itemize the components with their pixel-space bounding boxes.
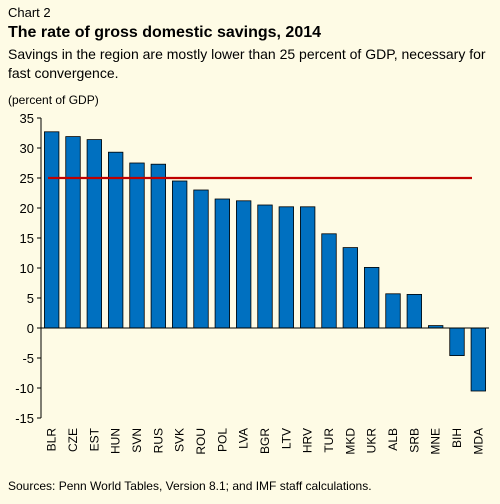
x-tick-label: LVA <box>237 428 251 449</box>
y-tick-label: 35 <box>20 111 34 126</box>
bar-svn <box>129 162 145 329</box>
bar-ukr <box>364 266 380 329</box>
y-tick-label: 10 <box>20 261 34 276</box>
bars-group <box>44 131 486 392</box>
bar-cze <box>65 136 81 329</box>
bar-rou <box>193 189 209 329</box>
chart-number-label: Chart 2 <box>8 5 51 20</box>
y-axis-unit-label: (percent of GDP) <box>8 93 99 107</box>
x-tick-label: ROU <box>194 428 208 455</box>
y-tick-label: 15 <box>20 231 34 246</box>
bar-svk <box>172 180 188 329</box>
y-tick-label: -5 <box>22 351 34 366</box>
bar-srb <box>406 293 422 329</box>
x-tick-label: RUS <box>151 428 165 453</box>
x-tick-label: UKR <box>365 428 379 454</box>
chart-subtitle: Savings in the region are mostly lower t… <box>8 46 486 81</box>
y-tick-label: -10 <box>15 381 34 396</box>
x-tick-label: CZE <box>66 428 80 452</box>
x-tick-label: HRV <box>301 428 315 453</box>
bar-tur <box>321 233 337 329</box>
bar-bgr <box>257 204 273 329</box>
x-tick-label: LTV <box>279 428 293 449</box>
y-tick-label: -15 <box>15 411 34 426</box>
bar-blr <box>44 131 60 329</box>
x-tick-label: TUR <box>322 428 336 453</box>
y-tick-label: 5 <box>27 291 34 306</box>
x-tick-label: SVK <box>173 428 187 452</box>
x-tick-label: MNE <box>429 428 443 455</box>
bar-alb <box>385 293 401 329</box>
y-tick-label: 30 <box>20 141 34 156</box>
bar-mkd <box>342 247 358 329</box>
y-tick-label: 0 <box>27 321 34 336</box>
x-tick-label: SVN <box>130 428 144 453</box>
y-tick-label: 20 <box>20 201 34 216</box>
y-ticks-group: -15 -10 -5 0 5 10 15 20 25 30 35 <box>15 111 41 426</box>
bar-ltv <box>278 206 294 329</box>
x-tick-label: ALB <box>386 428 400 451</box>
x-tick-label: POL <box>215 428 229 452</box>
chart-title: The rate of gross domestic savings, 2014 <box>8 24 322 41</box>
bar-hrv <box>300 206 316 329</box>
x-tick-label: BLR <box>45 428 59 452</box>
bar-est <box>86 139 102 329</box>
bar-mda <box>470 327 486 392</box>
x-tick-label: EST <box>87 427 101 451</box>
bar-lva <box>236 200 252 329</box>
source-note: Sources: Penn World Tables, Version 8.1;… <box>8 479 372 493</box>
y-tick-label: 25 <box>20 171 34 186</box>
x-ticks-group: BLR CZE EST HUN SVN RUS SVK ROU POL LVA BGR LTV HRV T… <box>45 427 486 454</box>
x-tick-label: MKD <box>343 428 357 455</box>
x-tick-label: HUN <box>109 428 123 454</box>
bar-bih <box>449 327 465 357</box>
bar-pol <box>214 198 230 329</box>
x-tick-label: SRB <box>407 428 421 453</box>
bar-rus <box>150 163 166 329</box>
x-tick-label: BGR <box>258 428 272 454</box>
x-tick-label: MDA <box>471 428 485 455</box>
x-tick-label: BIH <box>450 428 464 448</box>
